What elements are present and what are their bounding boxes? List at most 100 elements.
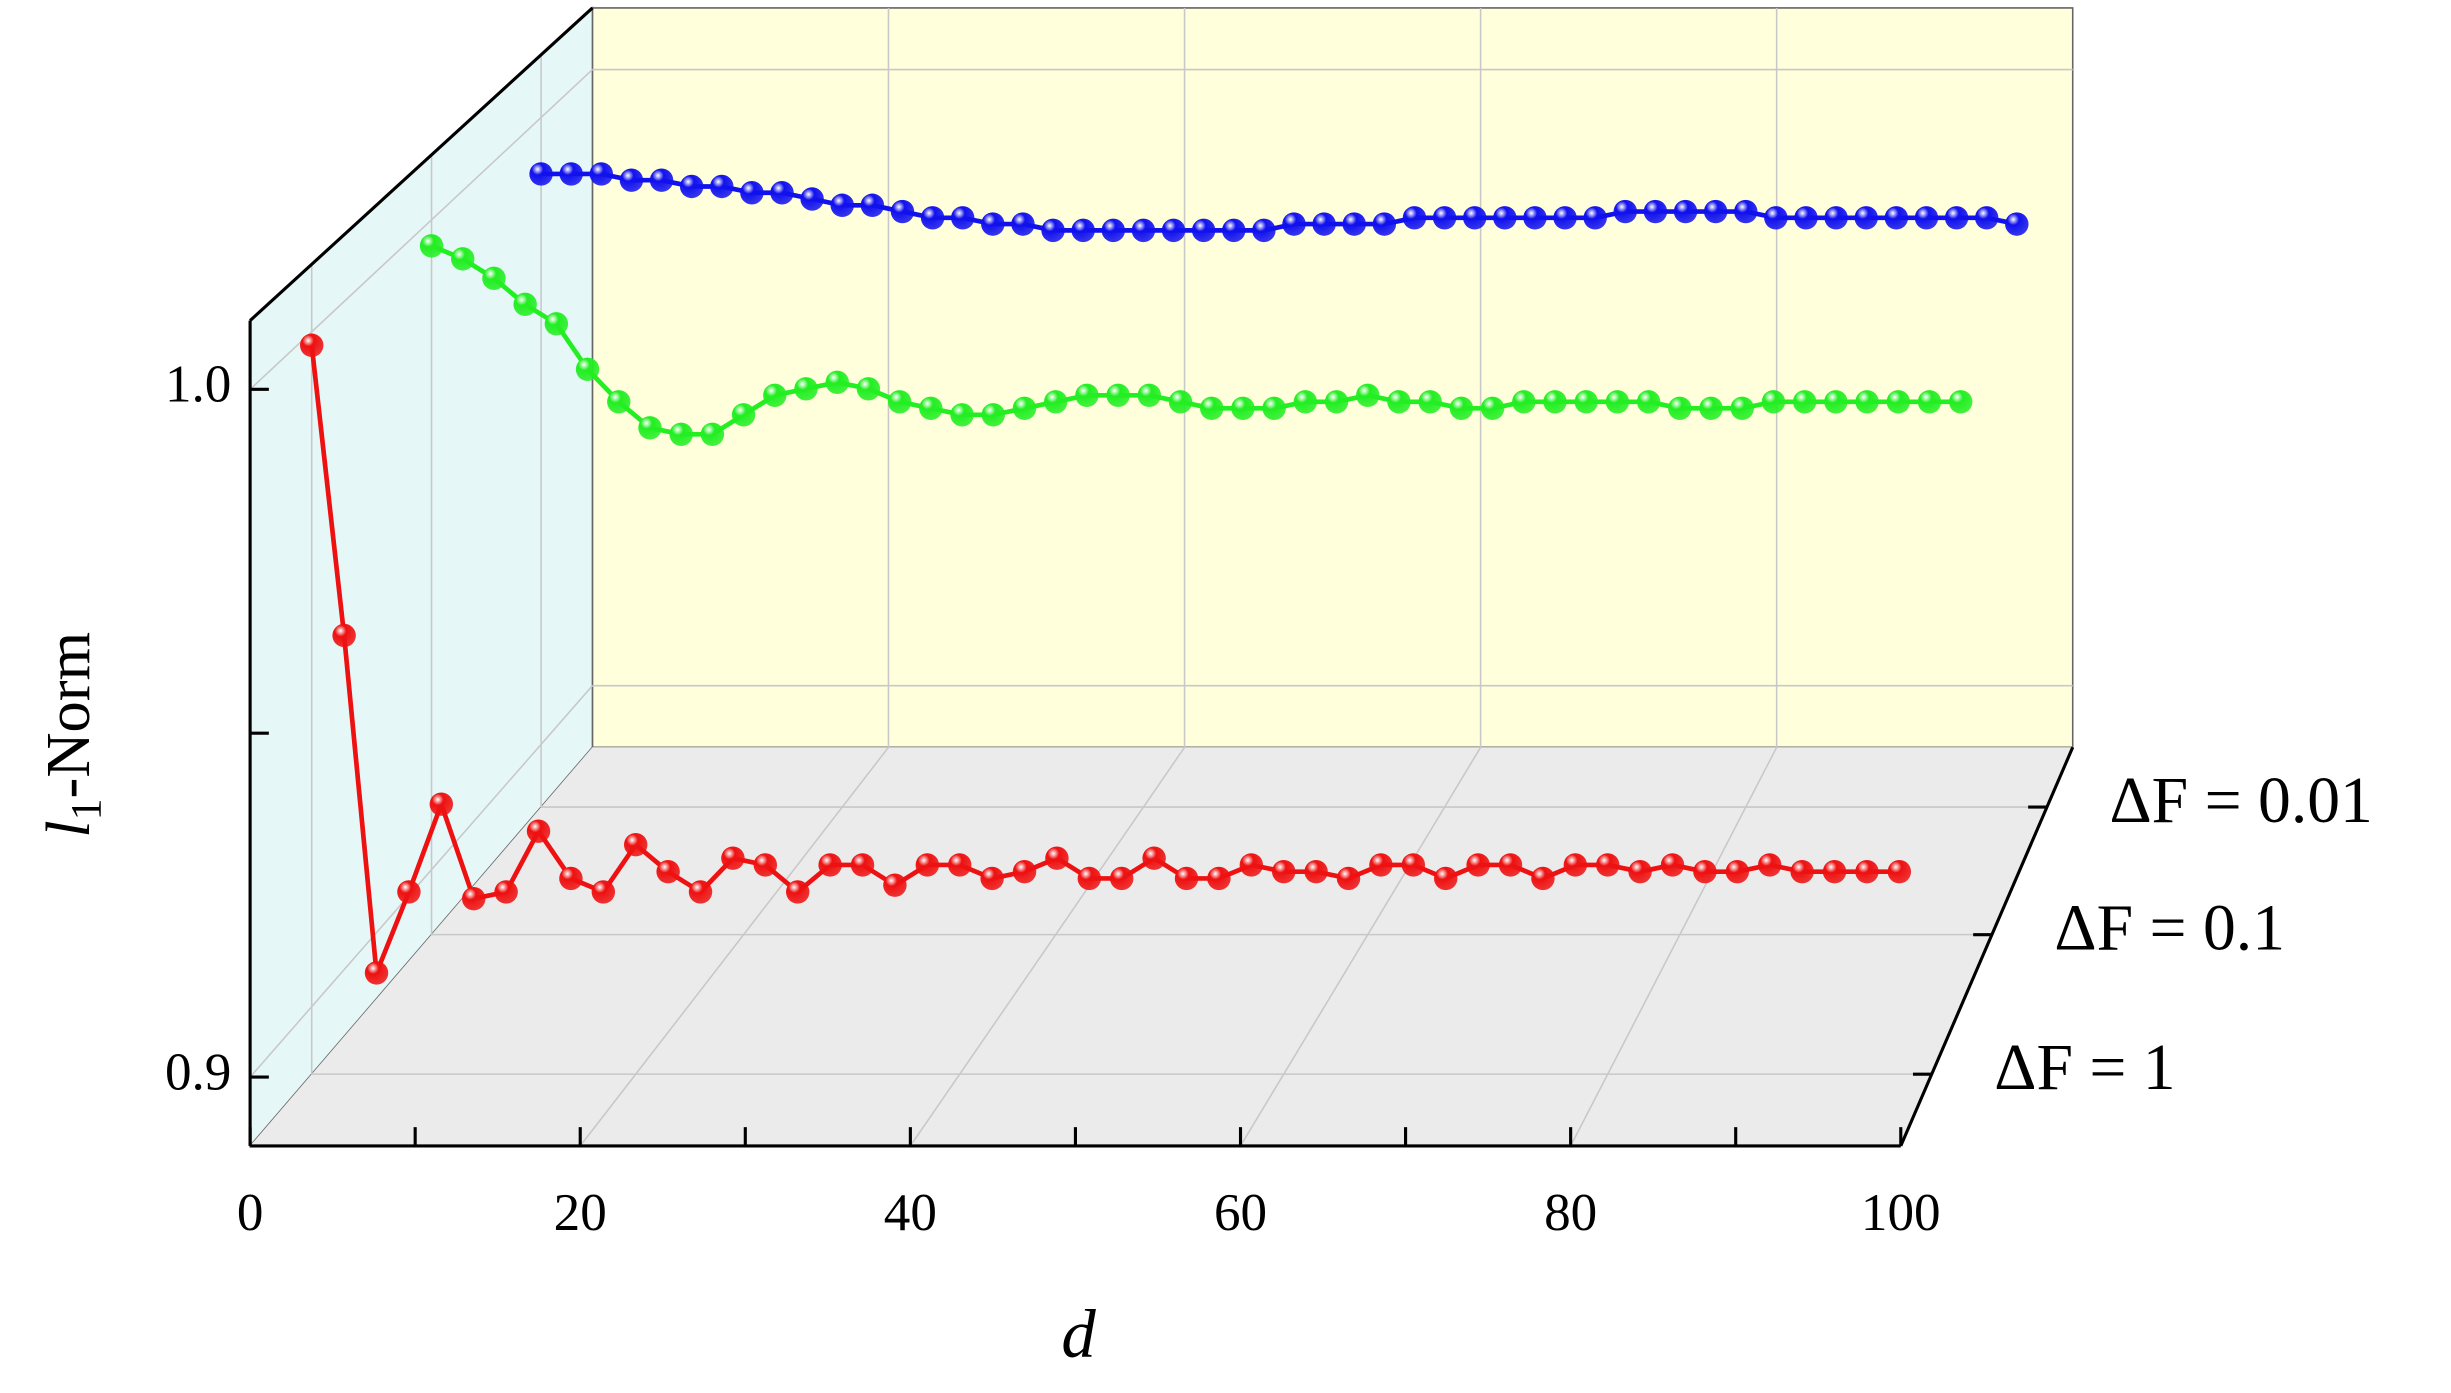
data-point <box>850 853 875 877</box>
data-point <box>1071 218 1095 243</box>
x-tick-label: 0 <box>237 1184 264 1242</box>
data-point <box>575 357 600 382</box>
data-point <box>638 416 662 440</box>
data-point <box>1207 866 1231 891</box>
data-point <box>1660 853 1685 877</box>
series-label: ΔF = 0.01 <box>2109 764 2372 837</box>
data-point <box>669 422 693 447</box>
data-point <box>1703 199 1728 224</box>
y-tick-label: 0.9 <box>165 1043 231 1101</box>
y-axis-label: l1-Norm <box>33 632 110 838</box>
data-point <box>981 212 1005 236</box>
data-point <box>785 880 810 904</box>
data-point <box>623 832 648 857</box>
data-point <box>1917 390 1942 414</box>
data-point <box>1596 853 1620 877</box>
data-point <box>1764 206 1788 230</box>
data-point <box>1758 853 1782 877</box>
data-point <box>1605 390 1630 414</box>
data-point <box>794 377 818 401</box>
data-point <box>1369 853 1393 877</box>
data-point <box>1613 199 1638 224</box>
data-point <box>1792 390 1817 414</box>
data-point <box>1822 859 1847 884</box>
data-point <box>1432 206 1457 230</box>
data-point <box>544 312 569 336</box>
data-point <box>1012 396 1037 421</box>
data-point <box>947 853 972 877</box>
data-point <box>1734 199 1758 224</box>
data-point <box>1974 206 1999 230</box>
data-point <box>559 162 583 186</box>
data-point <box>607 390 631 414</box>
data-point <box>1668 396 1692 421</box>
marks-layer <box>299 162 2029 985</box>
data-point <box>1293 390 1318 414</box>
data-point <box>1199 396 1224 421</box>
data-point <box>513 292 537 317</box>
data-point <box>1262 396 1286 421</box>
floor-grid-line <box>579 746 890 1147</box>
data-point <box>1372 212 1397 236</box>
data-point <box>950 206 975 230</box>
data-point <box>1168 390 1193 414</box>
data-point <box>591 880 616 904</box>
data-point <box>1643 199 1668 224</box>
walls-layer <box>249 6 2074 1149</box>
data-point <box>1304 859 1328 884</box>
data-point <box>710 174 734 199</box>
floor <box>250 747 2073 1146</box>
data-point <box>860 193 885 218</box>
data-point <box>920 206 945 230</box>
data-point <box>1628 859 1652 884</box>
grid-layer <box>249 7 2073 1147</box>
data-point <box>1466 853 1490 877</box>
data-point <box>1914 206 1939 230</box>
y-tick-label: 1.0 <box>165 356 231 414</box>
floor-grid-line <box>1569 746 1778 1147</box>
data-point <box>818 853 842 877</box>
data-point <box>1855 859 1879 884</box>
data-point <box>1075 383 1099 408</box>
data-point <box>1553 206 1577 230</box>
data-point <box>1045 846 1069 870</box>
side-grid-line <box>249 685 594 1078</box>
data-point <box>1523 206 1547 230</box>
data-point <box>1531 866 1555 891</box>
data-point <box>800 187 824 211</box>
data-point <box>1583 206 1607 230</box>
data-point <box>830 193 854 218</box>
data-point <box>1387 390 1411 414</box>
data-point <box>1161 218 1186 243</box>
data-point <box>1498 853 1523 877</box>
data-point <box>1137 383 1162 408</box>
data-point <box>887 390 912 414</box>
data-point <box>1101 218 1126 243</box>
data-point <box>1824 390 1848 414</box>
data-point <box>721 846 745 870</box>
data-point <box>1312 212 1336 236</box>
data-point <box>731 403 756 427</box>
data-point <box>1106 383 1130 408</box>
data-point <box>2005 212 2029 236</box>
data-point <box>1252 218 1276 243</box>
data-point <box>1272 859 1296 884</box>
data-point <box>1693 859 1717 884</box>
data-point <box>1174 866 1199 891</box>
data-point <box>451 247 475 271</box>
data-point <box>1480 396 1505 421</box>
data-point <box>1730 396 1754 421</box>
data-point <box>919 396 943 421</box>
data-point <box>1636 390 1661 414</box>
data-point <box>1854 206 1878 230</box>
data-point <box>1434 866 1458 891</box>
data-point <box>981 403 1005 427</box>
data-point <box>397 880 421 904</box>
data-point <box>1725 859 1750 884</box>
data-point <box>494 880 518 904</box>
data-point <box>1824 206 1848 230</box>
data-point <box>1077 866 1102 891</box>
data-point <box>1887 859 1912 884</box>
